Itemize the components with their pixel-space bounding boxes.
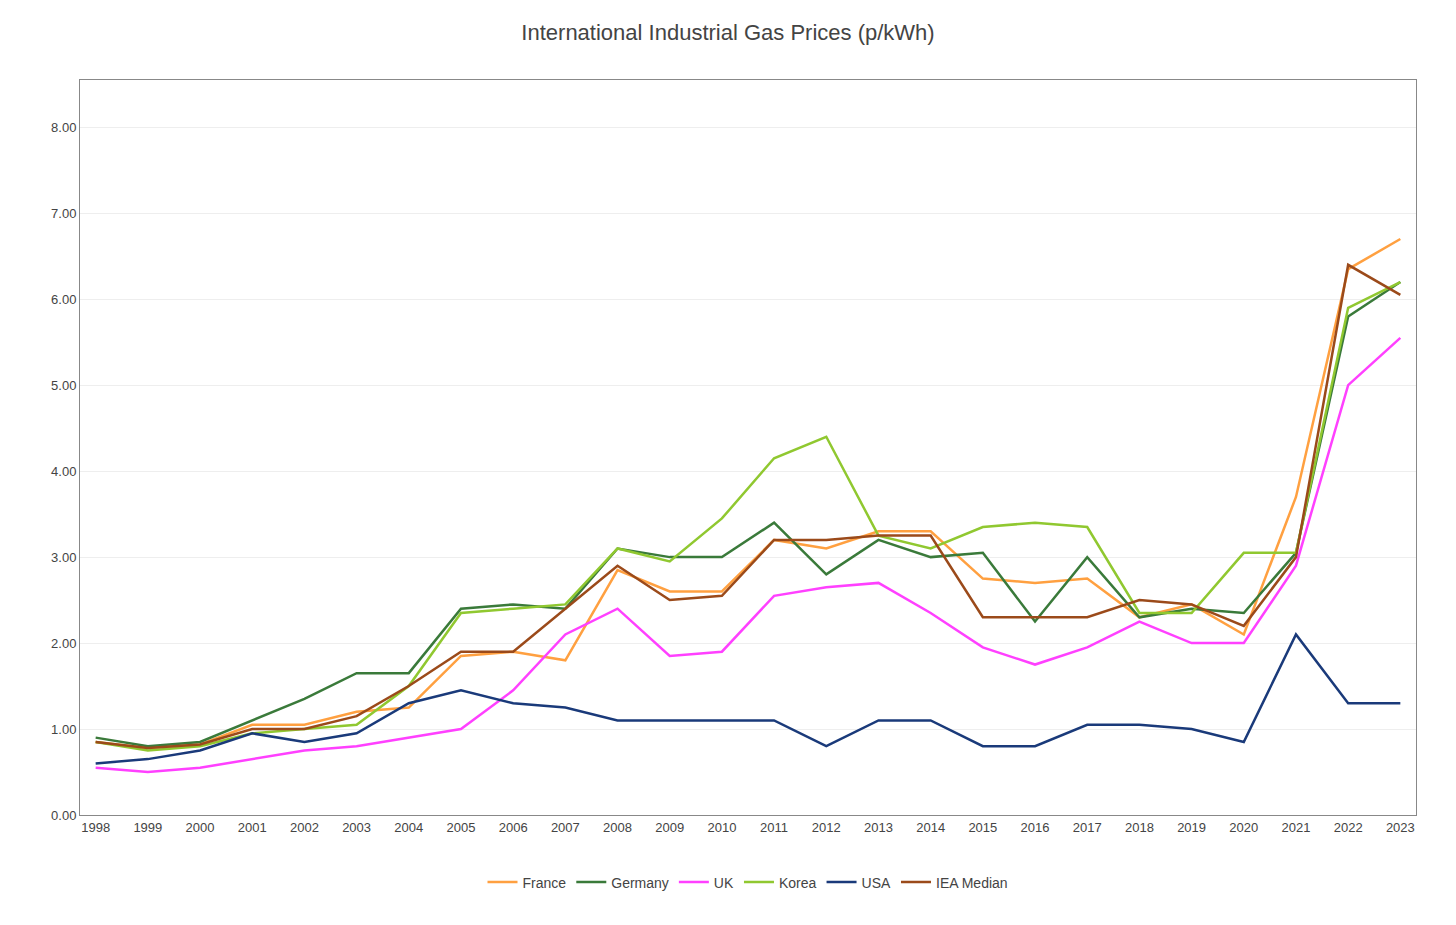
svg-text:2019: 2019 (1177, 820, 1206, 835)
svg-text:2016: 2016 (1021, 820, 1050, 835)
svg-text:2001: 2001 (238, 820, 267, 835)
svg-text:2.00: 2.00 (51, 636, 76, 651)
svg-text:2008: 2008 (603, 820, 632, 835)
svg-text:2022: 2022 (1334, 820, 1363, 835)
svg-text:6.00: 6.00 (51, 292, 76, 307)
svg-text:2005: 2005 (447, 820, 476, 835)
svg-text:1999: 1999 (133, 820, 162, 835)
svg-text:2010: 2010 (707, 820, 736, 835)
svg-text:International Industrial Gas P: International Industrial Gas Prices (p/k… (521, 20, 934, 45)
svg-text:8.00: 8.00 (51, 120, 76, 135)
svg-text:2002: 2002 (290, 820, 319, 835)
svg-text:2003: 2003 (342, 820, 371, 835)
svg-text:2014: 2014 (916, 820, 945, 835)
svg-text:2000: 2000 (186, 820, 215, 835)
svg-text:3.00: 3.00 (51, 550, 76, 565)
svg-text:2018: 2018 (1125, 820, 1154, 835)
svg-text:2009: 2009 (655, 820, 684, 835)
svg-text:2021: 2021 (1282, 820, 1311, 835)
svg-text:Korea: Korea (779, 875, 817, 891)
svg-text:0.00: 0.00 (51, 808, 76, 823)
svg-text:2004: 2004 (394, 820, 423, 835)
svg-text:4.00: 4.00 (51, 464, 76, 479)
svg-text:2013: 2013 (864, 820, 893, 835)
svg-text:2011: 2011 (760, 820, 788, 835)
svg-text:France: France (523, 875, 567, 891)
svg-text:2017: 2017 (1073, 820, 1102, 835)
svg-text:2020: 2020 (1229, 820, 1258, 835)
svg-text:UK: UK (714, 875, 734, 891)
svg-text:1.00: 1.00 (51, 722, 76, 737)
svg-text:2015: 2015 (968, 820, 997, 835)
svg-text:5.00: 5.00 (51, 378, 76, 393)
svg-text:Germany: Germany (611, 875, 669, 891)
svg-text:1998: 1998 (81, 820, 110, 835)
svg-text:2023: 2023 (1386, 820, 1415, 835)
svg-text:2012: 2012 (812, 820, 841, 835)
svg-text:USA: USA (862, 875, 891, 891)
svg-text:7.00: 7.00 (51, 206, 76, 221)
svg-text:IEA Median: IEA Median (936, 875, 1008, 891)
svg-text:2007: 2007 (551, 820, 580, 835)
svg-text:2006: 2006 (499, 820, 528, 835)
